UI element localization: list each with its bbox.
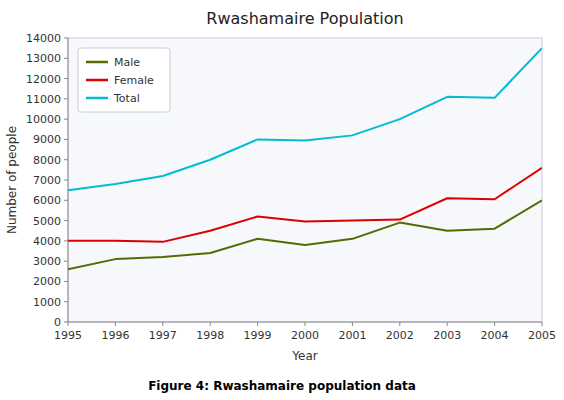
x-tick-label: 2003 bbox=[433, 329, 461, 342]
y-tick-label: 8000 bbox=[33, 154, 61, 167]
y-tick-label: 14000 bbox=[26, 32, 61, 45]
legend-swatch bbox=[86, 97, 108, 100]
series-line bbox=[68, 168, 542, 242]
x-tick-label: 2004 bbox=[481, 329, 509, 342]
y-tick-label: 7000 bbox=[33, 174, 61, 187]
x-tick bbox=[494, 322, 495, 326]
x-tick bbox=[115, 322, 116, 326]
x-tick-label: 1997 bbox=[149, 329, 177, 342]
y-tick-label: 9000 bbox=[33, 133, 61, 146]
x-tick bbox=[447, 322, 448, 326]
x-tick-label: 2000 bbox=[291, 329, 319, 342]
x-tick bbox=[210, 322, 211, 326]
y-tick-label: 4000 bbox=[33, 235, 61, 248]
legend-label: Total bbox=[113, 92, 140, 105]
legend-swatch bbox=[86, 61, 108, 64]
y-tick bbox=[64, 139, 68, 140]
y-tick bbox=[64, 180, 68, 181]
x-tick bbox=[257, 322, 258, 326]
chart: 0 1000 2000 3000 4000 5000 6000 7000 8000 9000 100… bbox=[0, 0, 564, 400]
plot-area bbox=[68, 38, 542, 322]
y-tick-label: 0 bbox=[54, 316, 61, 329]
y-tick-label: 12000 bbox=[26, 73, 61, 86]
x-tick-label: 2002 bbox=[386, 329, 414, 342]
y-tick-label: 13000 bbox=[26, 52, 61, 65]
legend-label: Female bbox=[114, 74, 154, 87]
legend: Male Female Total bbox=[78, 48, 170, 112]
x-tick-label: 1999 bbox=[244, 329, 272, 342]
y-tick bbox=[64, 220, 68, 221]
y-tick-label: 11000 bbox=[26, 93, 61, 106]
y-axis-label: Number of people bbox=[5, 126, 19, 234]
x-tick bbox=[162, 322, 163, 326]
x-tick-label: 2001 bbox=[338, 329, 366, 342]
legend-swatch bbox=[86, 79, 108, 82]
x-tick bbox=[399, 322, 400, 326]
y-tick-label: 1000 bbox=[33, 296, 61, 309]
title: Rwashamaire Population bbox=[206, 9, 403, 28]
series-line bbox=[68, 48, 542, 190]
y-tick bbox=[64, 159, 68, 160]
x-axis-label: Year bbox=[291, 349, 317, 363]
caption: Figure 4: Rwashamaire population data bbox=[148, 379, 416, 393]
y-tick bbox=[64, 261, 68, 262]
y-axis-line bbox=[68, 38, 69, 322]
y-tick-label: 2000 bbox=[33, 275, 61, 288]
y-tick-label: 6000 bbox=[33, 194, 61, 207]
y-tick bbox=[64, 301, 68, 302]
y-tick-label: 10000 bbox=[26, 113, 61, 126]
y-tick bbox=[64, 240, 68, 241]
x-tick bbox=[68, 322, 69, 326]
x-tick-label: 1998 bbox=[196, 329, 224, 342]
x-axis-line bbox=[68, 322, 542, 323]
y-tick bbox=[64, 281, 68, 282]
y-tick bbox=[64, 98, 68, 99]
y-tick-label: 5000 bbox=[33, 215, 61, 228]
legend-box bbox=[78, 48, 170, 112]
x-tick-label: 1996 bbox=[101, 329, 129, 342]
x-tick bbox=[305, 322, 306, 326]
y-tick bbox=[64, 58, 68, 59]
series-line bbox=[68, 200, 542, 269]
x-tick bbox=[542, 322, 543, 326]
legend-label: Male bbox=[114, 56, 140, 69]
y-tick bbox=[64, 119, 68, 120]
x-tick bbox=[352, 322, 353, 326]
y-tick bbox=[64, 200, 68, 201]
y-tick-label: 3000 bbox=[33, 255, 61, 268]
y-tick bbox=[64, 38, 68, 39]
y-tick bbox=[64, 78, 68, 79]
series-group bbox=[68, 48, 542, 269]
x-tick-label: 1995 bbox=[54, 329, 82, 342]
y-tick bbox=[64, 322, 68, 323]
x-tick-label: 2005 bbox=[528, 329, 556, 342]
